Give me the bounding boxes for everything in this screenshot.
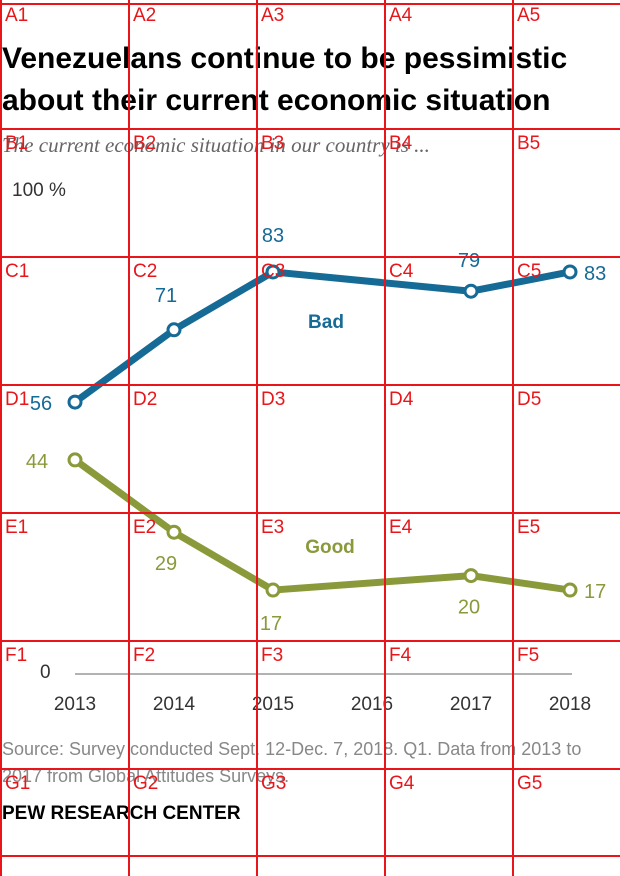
data-point-good [463,568,479,584]
data-point-bad [562,264,578,280]
data-label: 17 [584,581,606,603]
data-label: 83 [584,263,606,285]
data-point-good [265,582,281,598]
y-axis-top-label: 100 % [12,180,66,201]
data-label: 17 [260,613,282,635]
x-tick-label: 2016 [351,694,393,715]
chart-subtitle: The current economic situation in our co… [2,133,430,157]
x-tick-label: 2018 [549,694,591,715]
chart-title: Venezuelans continue to be pessimistic a… [2,42,568,117]
series-name-label: Bad [308,312,344,333]
data-label: 44 [26,451,48,473]
data-label: 29 [155,553,177,575]
source-note: Source: Survey conducted Sept. 12-Dec. 7… [2,739,582,786]
data-point-bad [265,264,281,280]
data-point-bad [67,394,83,410]
x-tick-label: 2013 [54,694,96,715]
x-tick-label: 2017 [450,694,492,715]
series-name-label: Good [305,537,355,558]
data-label: 56 [30,393,52,415]
data-point-good [166,524,182,540]
x-tick-label: 2014 [153,694,196,715]
data-point-good [67,452,83,468]
data-label: 71 [155,285,177,307]
y-axis-zero-label: 0 [40,662,51,683]
x-tick-label: 2015 [252,694,294,715]
data-label: 79 [458,250,480,272]
data-label: 83 [262,225,284,247]
data-point-bad [463,283,479,299]
data-point-bad [166,322,182,338]
data-label: 20 [458,597,480,619]
series-line-bad [71,268,574,406]
data-point-good [562,582,578,598]
brand-logo-text: PEW RESEARCH CENTER [2,803,241,824]
series-line-good [71,456,574,594]
